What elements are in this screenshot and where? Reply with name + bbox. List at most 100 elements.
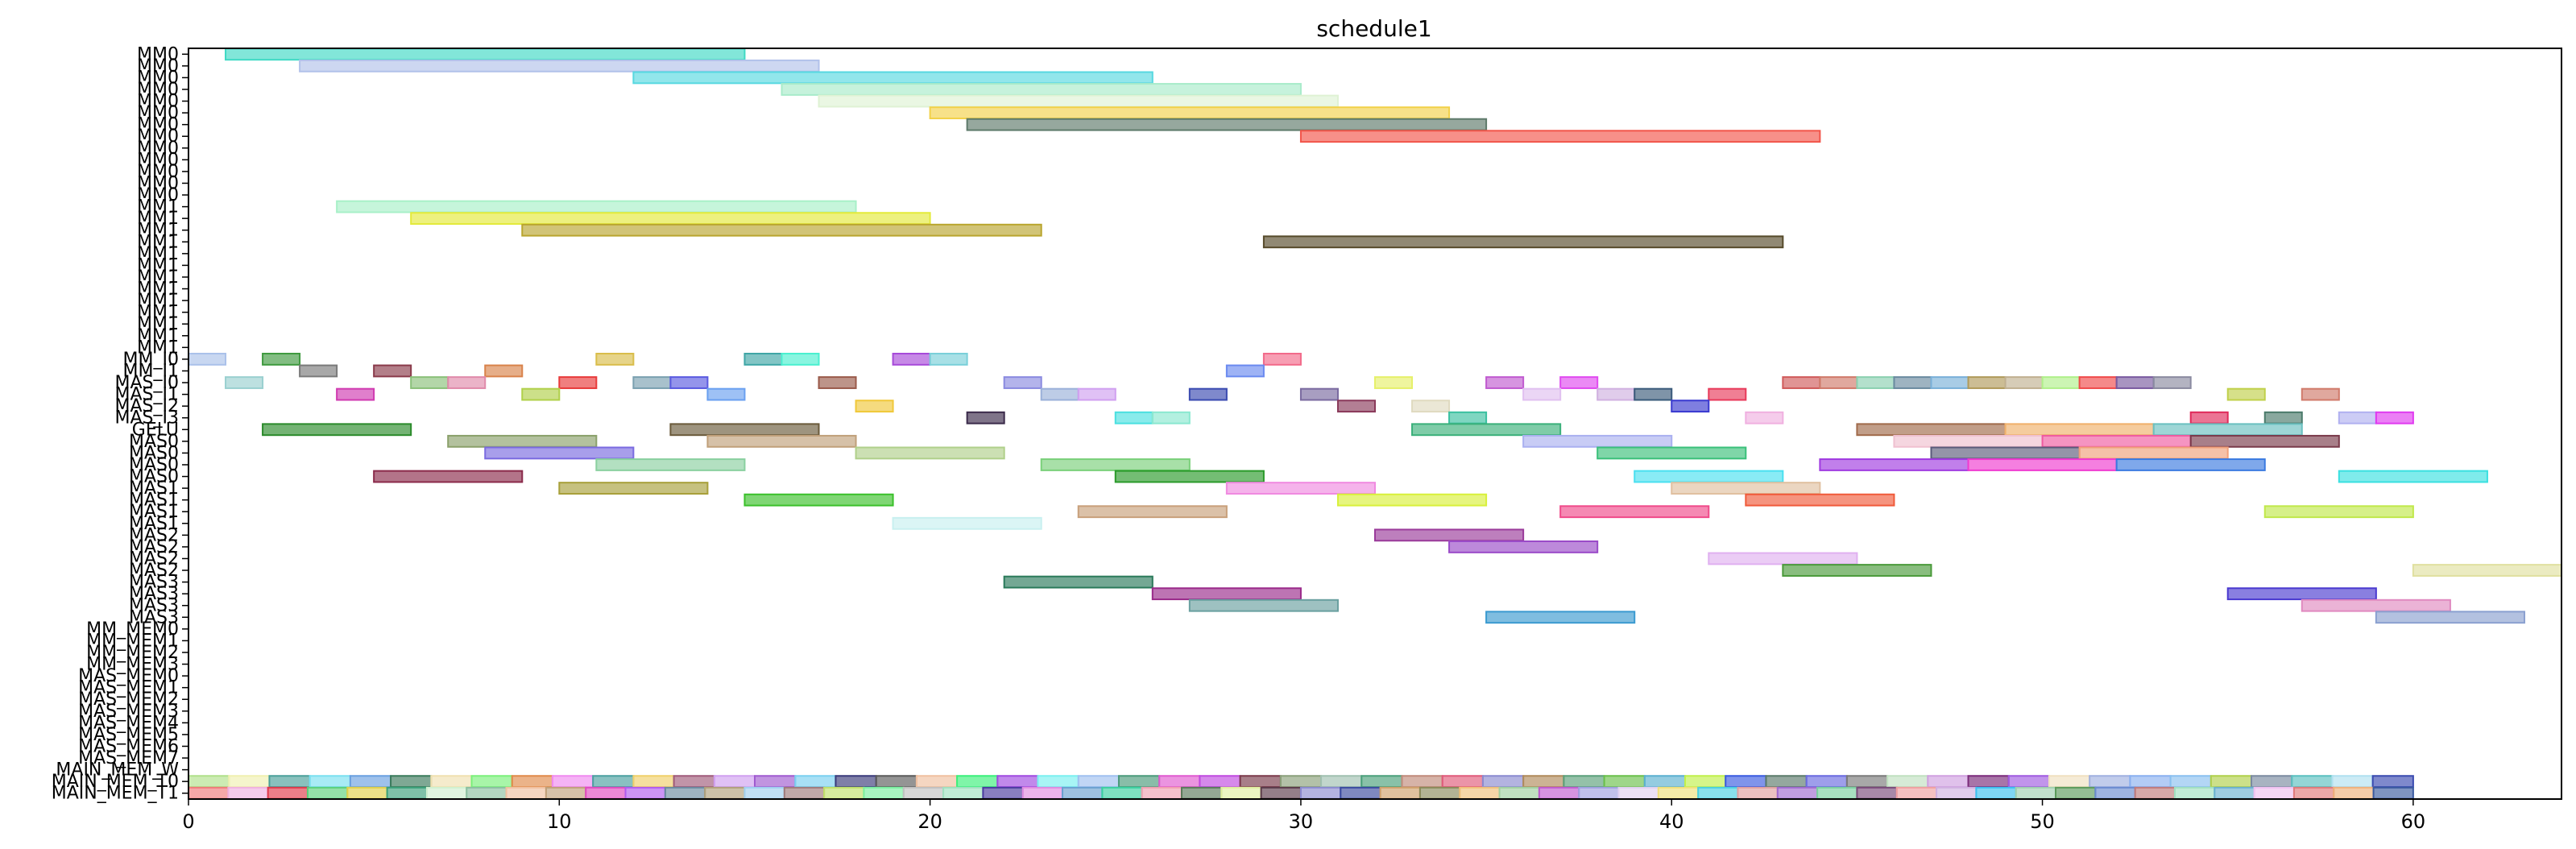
mem-bar-main-mem-t0-22 — [1077, 775, 1120, 789]
task-bar-6 — [966, 118, 1488, 131]
mem-bar-main-mem-t0-20 — [996, 775, 1039, 789]
mem-bar-main-mem-t0-42 — [1886, 775, 1929, 789]
task-bar-87 — [1930, 446, 2081, 460]
y-tick-label: MAS2 — [129, 549, 179, 569]
y-tick-label: MAS1 — [129, 478, 179, 499]
mem-bar-main-mem-t0-41 — [1845, 775, 1889, 789]
y-tick-label: MAS1 — [129, 502, 179, 522]
mem-bar-main-mem-t1-16 — [823, 786, 865, 800]
task-bar-71 — [2375, 411, 2414, 424]
task-bar-40 — [1967, 376, 2007, 389]
mem-bar-main-mem-t0-25 — [1199, 775, 1241, 789]
chart-title: schedule1 — [1316, 15, 1431, 42]
task-bar-112 — [2412, 564, 2562, 577]
y-tick-label: MM1 — [137, 221, 179, 241]
mem-bar-main-mem-t0-36 — [1643, 775, 1686, 789]
y-tick-label: MM_MEM0 — [86, 619, 179, 640]
y-tick-label: MAS_MEM6 — [78, 736, 179, 756]
task-bar-48 — [706, 387, 746, 401]
y-tick-label: MM1 — [137, 232, 179, 252]
y-tick-label: MAIN_MEM_T1 — [52, 784, 179, 804]
task-bar-85 — [855, 446, 1005, 460]
y-tick-label: MAS0 — [129, 467, 179, 487]
y-tick-label: MM_MEM1 — [86, 631, 179, 651]
mem-bar-main-mem-t0-19 — [956, 775, 999, 789]
mem-bar-main-mem-t0-0 — [188, 775, 230, 789]
mem-bar-main-mem-t0-29 — [1360, 775, 1403, 789]
mem-bar-main-mem-t0-45 — [2007, 775, 2050, 789]
mem-bar-main-mem-t0-12 — [673, 775, 715, 789]
y-tick-label: MAIN_MEM_W — [56, 760, 179, 781]
task-bar-76 — [2004, 423, 2155, 437]
y-tick-label: GELU — [132, 420, 179, 440]
mem-bar-main-mem-t1-32 — [1459, 786, 1501, 800]
y-tick-label: MM0 — [137, 80, 179, 100]
task-bar-16 — [781, 352, 820, 366]
y-tick-label: MM0 — [137, 56, 179, 77]
mem-bar-main-mem-t0-37 — [1684, 775, 1727, 789]
mem-bar-main-mem-t1-12 — [664, 786, 706, 800]
mem-bar-main-mem-t1-3 — [306, 786, 349, 800]
x-tick-labels: 0 10 20 30 40 50 60 — [182, 799, 2425, 833]
y-tick-label: MAS0 — [129, 443, 179, 463]
task-bar-5 — [929, 106, 1451, 120]
y-tick-label: MAS_MEM2 — [78, 690, 179, 710]
task-bar-95 — [1114, 470, 1265, 483]
task-bar-3 — [781, 83, 1302, 96]
task-bar-116 — [1188, 598, 1339, 612]
task-bar-54 — [1597, 387, 1636, 401]
mem-bar-main-mem-t0-13 — [713, 775, 756, 789]
mem-bar-main-mem-t1-7 — [466, 786, 507, 800]
x-tick-label: 60 — [2401, 810, 2426, 833]
y-tick-label: MAS_MEM4 — [78, 713, 179, 733]
mem-bar-main-mem-t1-52 — [2253, 786, 2295, 800]
mem-bar-main-mem-t1-23 — [1101, 786, 1143, 800]
y-tick-label: MAS_I3 — [115, 408, 179, 429]
mem-bar-main-mem-t1-18 — [902, 786, 945, 800]
task-bar-84 — [484, 446, 635, 460]
x-tick-label: 30 — [1289, 810, 1314, 833]
task-bar-80 — [1522, 434, 1673, 448]
mem-bar-main-mem-t0-10 — [592, 775, 635, 789]
task-bar-13 — [262, 352, 301, 366]
mem-bar-main-mem-t1-14 — [743, 786, 785, 800]
y-tick-label: MAS3 — [129, 596, 179, 616]
mem-bar-main-mem-t1-24 — [1141, 786, 1182, 800]
task-bar-60 — [1411, 400, 1451, 413]
task-bar-103 — [1745, 493, 1895, 507]
mem-bar-main-mem-t0-49 — [2169, 775, 2212, 789]
x-tick-label: 50 — [2030, 810, 2055, 833]
mem-bar-main-mem-t1-2 — [267, 786, 309, 800]
y-tick-label: MM0 — [137, 126, 179, 147]
task-bar-75 — [1856, 423, 2007, 437]
mem-bar-main-mem-t0-9 — [551, 775, 594, 789]
y-tick-labels: MM0MM0MM0MM0MM0MM0MM0MM0MM0MM0MM0MM0MM0M… — [52, 44, 188, 804]
mem-bar-main-mem-t1-34 — [1538, 786, 1580, 800]
y-tick-label: MAS_MEM7 — [78, 748, 179, 768]
task-bar-83 — [2189, 434, 2340, 448]
mem-bar-main-mem-t0-16 — [835, 775, 877, 789]
y-tick-label: MM0 — [137, 162, 179, 182]
mem-bar-main-mem-t0-3 — [309, 775, 351, 789]
mem-bar-main-mem-t0-28 — [1320, 775, 1363, 789]
task-bar-39 — [1930, 376, 1969, 389]
task-bar-42 — [2041, 376, 2081, 389]
y-tick-label: MM0 — [137, 103, 179, 123]
mem-bar-main-mem-t1-9 — [545, 786, 587, 800]
mem-bar-main-mem-t0-4 — [349, 775, 392, 789]
task-bars — [188, 48, 2562, 800]
mem-bar-main-mem-t0-21 — [1037, 775, 1079, 789]
task-bar-113 — [1003, 575, 1153, 589]
task-bar-35 — [1782, 376, 1821, 389]
task-bar-28 — [632, 376, 672, 389]
mem-bar-main-mem-t1-28 — [1299, 786, 1342, 800]
mem-bar-main-mem-t1-45 — [1975, 786, 2017, 800]
mem-bar-main-mem-t0-32 — [1481, 775, 1525, 789]
x-tick-label: 10 — [547, 810, 572, 833]
task-bar-50 — [1077, 387, 1116, 401]
task-bar-2 — [632, 71, 1153, 85]
y-tick-label: MM0 — [137, 92, 179, 112]
y-tick-label: MM1 — [137, 314, 179, 334]
task-bar-45 — [2152, 376, 2192, 389]
task-bar-34 — [1559, 376, 1599, 389]
